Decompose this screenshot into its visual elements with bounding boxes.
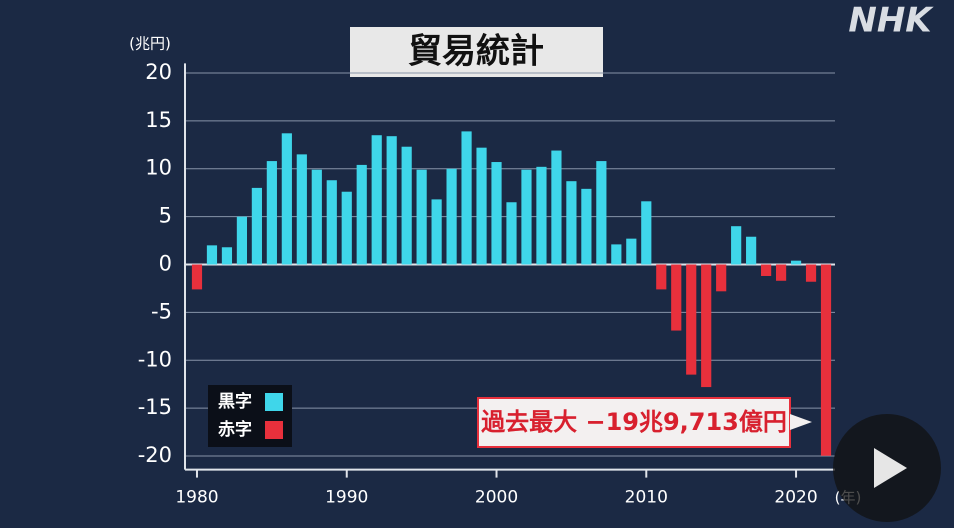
- x-tick-label: 2020: [774, 488, 817, 508]
- y-tick-label: 15: [145, 108, 172, 132]
- bar: [371, 135, 382, 265]
- bar: [476, 147, 487, 265]
- y-tick-label: -15: [138, 395, 172, 419]
- y-tick-label: -5: [151, 299, 172, 323]
- bar: [536, 166, 547, 265]
- bar: [790, 260, 802, 265]
- y-tick-label: 20: [145, 60, 172, 84]
- play-icon: [874, 448, 907, 488]
- legend-swatch: [265, 421, 283, 439]
- title-box: [350, 27, 603, 77]
- bar: [206, 245, 218, 265]
- bar: [701, 264, 712, 388]
- chart-title: 貿易統計: [408, 32, 544, 72]
- bar: [326, 180, 337, 265]
- bar: [746, 236, 757, 265]
- bar: [805, 264, 817, 282]
- bar: [416, 169, 427, 265]
- bar: [431, 199, 442, 265]
- x-tick-label: 1990: [325, 488, 368, 508]
- bar: [251, 187, 262, 265]
- bar: [356, 164, 367, 265]
- y-tick-label: -20: [138, 443, 172, 467]
- bar: [656, 264, 667, 290]
- bar: [641, 201, 652, 265]
- bar: [491, 162, 502, 265]
- y-tick-label: 5: [159, 204, 172, 228]
- x-tick-label: 2000: [475, 488, 518, 508]
- bar: [461, 131, 472, 265]
- y-tick-label: -10: [138, 347, 172, 371]
- bar: [401, 146, 412, 265]
- bar: [521, 169, 532, 265]
- bar: [566, 181, 577, 265]
- bar: [611, 244, 622, 265]
- legend-label: 赤字: [218, 419, 252, 440]
- annotation: 過去最大 −19兆9,713億円: [481, 408, 787, 436]
- bar: [626, 238, 637, 265]
- annotation-pointer: [790, 414, 812, 430]
- bar: [775, 264, 787, 281]
- bar: [716, 264, 727, 292]
- bar: [266, 161, 277, 265]
- logo: NHK: [848, 1, 934, 41]
- bar: [820, 264, 832, 456]
- bar: [506, 202, 517, 265]
- legend-swatch: [265, 393, 283, 411]
- bar: [386, 136, 397, 265]
- bar: [236, 216, 248, 265]
- bar: [581, 188, 592, 265]
- bar: [596, 161, 607, 265]
- bar: [686, 264, 697, 375]
- bar: [221, 247, 233, 265]
- y-unit: (兆円): [129, 35, 171, 53]
- bar: [761, 264, 772, 276]
- bar: [296, 154, 307, 265]
- bar: [281, 133, 292, 265]
- bar: [191, 264, 203, 290]
- bar: [731, 226, 742, 265]
- y-tick-label: 10: [145, 156, 172, 180]
- bar: [551, 150, 562, 265]
- y-tick-label: 0: [159, 252, 172, 276]
- x-tick-label: 2010: [625, 488, 668, 508]
- bar: [446, 168, 457, 265]
- bar: [311, 169, 322, 265]
- x-tick-label: 1980: [175, 488, 218, 508]
- bar: [671, 264, 682, 331]
- bar: [341, 191, 352, 265]
- legend-label: 黒字: [218, 391, 252, 412]
